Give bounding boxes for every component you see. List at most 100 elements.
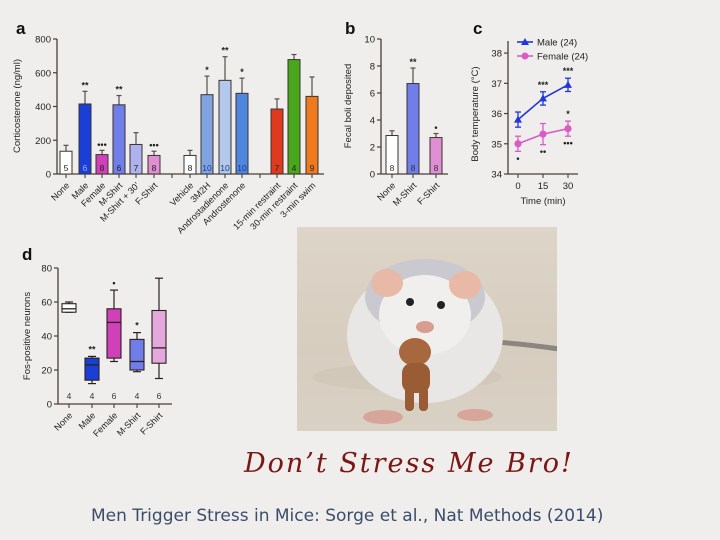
x-tick-label: 0 <box>515 181 520 192</box>
mouse-eye-left <box>406 298 414 306</box>
panel-a-corticosterone-chart: a Corticosterone (ng/ml) 0 200 400 600 800 5 N… <box>12 19 324 236</box>
x-category-label: None <box>52 410 74 432</box>
n-label: 4 <box>90 391 95 401</box>
data-point <box>514 140 522 148</box>
x-category-label: M-Shirt <box>391 180 419 208</box>
n-label: 9 <box>310 163 315 173</box>
teddy-leg-left <box>405 387 414 411</box>
slogan-text: Don’t Stress Me Bro! <box>244 448 574 479</box>
n-label: 8 <box>100 163 105 173</box>
significance-marker: • <box>434 123 437 133</box>
bar <box>235 92 249 175</box>
teddy-leg-right <box>419 387 428 411</box>
panel-letter: d <box>22 245 32 264</box>
y-tick-label: 38 <box>491 49 502 60</box>
n-label: 8 <box>152 163 157 173</box>
x-category-label: None <box>49 180 71 202</box>
data-point <box>539 130 547 138</box>
y-tick-label: 400 <box>35 102 51 113</box>
legend-marker <box>521 38 529 45</box>
significance-marker: ** <box>221 46 229 56</box>
x-category-label: M-Shirt <box>115 410 143 438</box>
n-label: 6 <box>112 391 117 401</box>
n-label: 10 <box>237 163 247 173</box>
mouse-nose <box>416 321 434 333</box>
x-category-label: F-Shirt <box>138 410 165 437</box>
y-tick-label: 34 <box>491 170 502 181</box>
x-tick-label: 30 <box>563 181 574 192</box>
n-label: 6 <box>83 163 88 173</box>
y-tick-label: 36 <box>491 109 502 120</box>
n-label: 4 <box>135 391 140 401</box>
y-tick-label: 40 <box>41 332 52 343</box>
box <box>151 309 167 364</box>
significance-marker: ••• <box>149 140 158 150</box>
bar <box>406 83 420 175</box>
y-tick-label: 35 <box>491 139 502 150</box>
y-axis-label: Body temperature (°C) <box>470 66 481 161</box>
y-tick-label: 0 <box>370 170 375 181</box>
data-point <box>539 94 547 102</box>
significance-marker: ** <box>88 344 96 354</box>
y-tick-label: 10 <box>364 35 375 46</box>
mouse-photo <box>297 227 557 431</box>
mouse-with-teddy-illustration <box>312 259 557 424</box>
n-label: 10 <box>202 163 212 173</box>
mouse-foot-right <box>457 409 493 421</box>
significance-marker: * <box>240 67 244 77</box>
y-tick-label: 200 <box>35 136 51 147</box>
y-tick-label: 0 <box>46 170 51 181</box>
y-tick-label: 80 <box>41 264 52 275</box>
panel-letter: c <box>473 19 482 38</box>
n-label: 4 <box>67 391 72 401</box>
mouse-ear-right <box>449 271 481 299</box>
y-tick-label: 800 <box>35 35 51 46</box>
bar <box>218 79 232 175</box>
y-tick-label: 6 <box>370 89 375 100</box>
panel-letter: b <box>345 19 355 38</box>
mouse-foot-left <box>363 410 403 424</box>
y-tick-label: 8 <box>370 62 375 73</box>
significance-marker: ** <box>81 80 89 90</box>
data-point <box>514 115 522 123</box>
n-label: 8 <box>188 163 193 173</box>
x-category-label: F-Shirt <box>415 180 442 207</box>
n-label: 7 <box>134 163 139 173</box>
panel-d-fos-neurons-chart: d Fos-positive neurons 0204060804None4**… <box>22 245 172 439</box>
significance-marker: ••• <box>563 138 572 148</box>
y-tick-label: 600 <box>35 68 51 79</box>
significance-marker: * <box>205 65 209 75</box>
significance-marker: ••• <box>97 139 106 149</box>
y-tick-label: 60 <box>41 298 52 309</box>
y-tick-label: 0 <box>47 400 52 411</box>
panel-b-fecal-boli-chart: b Fecal boli deposited 02468108None8**M-… <box>343 19 448 208</box>
teddy-head <box>399 338 431 366</box>
box <box>84 357 100 381</box>
bar <box>287 59 301 175</box>
mouse-eye-right <box>437 301 445 309</box>
y-axis-label: Corticosterone (ng/ml) <box>12 59 23 153</box>
legend-marker <box>521 52 529 60</box>
mouse-head <box>379 275 471 355</box>
significance-marker: *** <box>538 80 549 90</box>
legend-label: Female (24) <box>537 52 588 63</box>
significance-marker: • <box>112 278 115 288</box>
significance-marker: ** <box>115 85 123 95</box>
significance-marker: *** <box>563 66 574 76</box>
significance-marker: • <box>516 153 519 163</box>
x-category-label: Female <box>91 410 119 438</box>
box <box>106 308 122 359</box>
y-axis-label: Fecal boli deposited <box>343 64 354 149</box>
significance-marker: •• <box>540 147 546 157</box>
n-label: 8 <box>411 163 416 173</box>
y-tick-label: 37 <box>491 79 502 90</box>
n-label: 6 <box>157 391 162 401</box>
mouse-tail <box>496 339 557 352</box>
significance-marker: * <box>135 321 139 331</box>
panel-c-body-temperature-chart: c Body temperature (°C) Time (min) 34 35 3… <box>470 19 588 207</box>
n-label: 6 <box>117 163 122 173</box>
significance-marker: ** <box>409 57 417 67</box>
panel-letter: a <box>16 19 26 38</box>
n-label: 5 <box>64 163 69 173</box>
